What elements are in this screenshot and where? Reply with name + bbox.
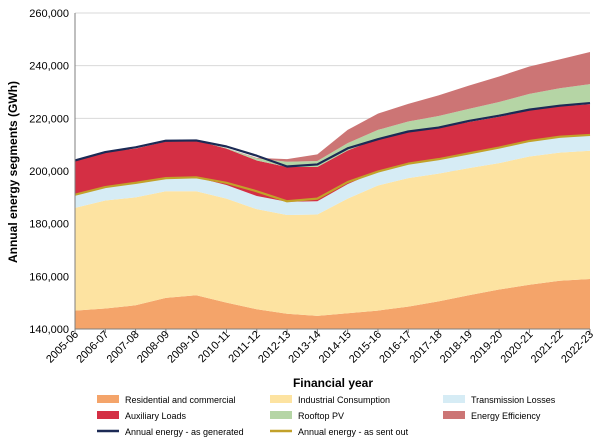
area-auxiliary-loads	[75, 104, 590, 202]
legend-label: Energy Efficiency	[471, 411, 541, 421]
y-tick-label: 220,000	[29, 113, 69, 125]
y-tick-label: 140,000	[29, 324, 69, 336]
legend-swatch	[443, 411, 465, 419]
legend-item: Rooftop PV	[270, 411, 344, 421]
area-industrial-consumption	[75, 150, 590, 316]
legend-label: Residential and commercial	[125, 395, 236, 405]
legend-swatch	[270, 411, 292, 419]
legend-swatch	[270, 395, 292, 403]
legend-item: Residential and commercial	[97, 395, 236, 405]
y-tick-label: 240,000	[29, 61, 69, 73]
area-rooftop-pv	[75, 84, 590, 168]
x-axis-title: Financial year	[293, 376, 373, 390]
legend-item: Annual energy - as sent out	[270, 427, 409, 437]
total-lines	[74, 101, 591, 203]
line-annual-energy-as-generated	[74, 101, 591, 168]
line-annual-energy-as-sent-out	[74, 133, 591, 203]
y-axis-title: Annual energy segments (GWh)	[6, 81, 20, 263]
legend-label: Annual energy - as sent out	[298, 427, 409, 437]
legend-swatch	[97, 395, 119, 403]
legend-label: Annual energy - as generated	[125, 427, 244, 437]
legend-label: Rooftop PV	[298, 411, 344, 421]
legend-item: Industrial Consumption	[270, 395, 390, 405]
y-tick-label: 260,000	[29, 8, 69, 20]
legend-swatch	[443, 395, 465, 403]
y-tick-label: 160,000	[29, 271, 69, 283]
y-tick-label: 200,000	[29, 166, 69, 178]
legend-swatch	[97, 411, 119, 419]
legend-label: Auxiliary Loads	[125, 411, 187, 421]
y-tick-label: 180,000	[29, 219, 69, 231]
legend-label: Transmission Losses	[471, 395, 556, 405]
legend-label: Industrial Consumption	[298, 395, 390, 405]
legend: Residential and commercial Industrial Con…	[97, 395, 556, 437]
area-residential-and-commercial	[75, 278, 590, 329]
legend-item: Energy Efficiency	[443, 411, 541, 421]
legend-item: Transmission Losses	[443, 395, 556, 405]
legend-item: Annual energy - as generated	[97, 427, 244, 437]
legend-item: Auxiliary Loads	[97, 411, 187, 421]
